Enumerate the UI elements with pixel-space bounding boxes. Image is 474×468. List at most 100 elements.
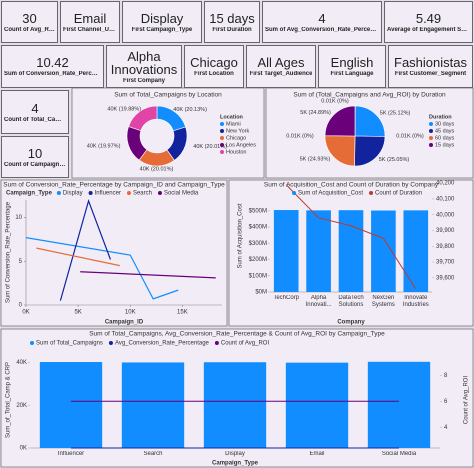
kpi-card: Fashionistas First Customer_Segment bbox=[388, 45, 473, 88]
kpi-label: First Language bbox=[330, 71, 374, 77]
legend-marker bbox=[220, 122, 224, 126]
legend-label: New York bbox=[226, 128, 249, 134]
kpi-label: First Customer_Segment bbox=[394, 71, 467, 77]
legend-marker bbox=[369, 191, 374, 195]
y-tick-label: 0K bbox=[20, 446, 27, 452]
legend-label: Influencer bbox=[95, 191, 121, 197]
data-label: 40K (19.97%) bbox=[87, 143, 121, 149]
x-tick-label: TechCorp bbox=[273, 295, 300, 301]
data-label: 40K (19.88%) bbox=[107, 107, 141, 113]
kpi-label: First Location bbox=[194, 71, 234, 77]
legend-marker bbox=[292, 191, 296, 195]
data-label: 5K (25.12%) bbox=[380, 110, 411, 116]
x-axis-label: Company bbox=[337, 320, 365, 326]
x-axis-label: Campaign_ID bbox=[105, 320, 144, 326]
bar bbox=[203, 362, 267, 448]
y2-tick-label: 4 bbox=[444, 425, 448, 431]
data-label: 5K (24.89%) bbox=[300, 110, 331, 116]
legend-label: 60 days bbox=[435, 135, 455, 141]
x-tick-label: Social Media bbox=[381, 451, 417, 457]
y2-tick-label: 40,100 bbox=[436, 197, 455, 203]
bar bbox=[39, 362, 103, 448]
kpi-card: 30 Count of Avg_ROI bbox=[1, 1, 58, 43]
kpi-label: First Target_Audience bbox=[249, 71, 313, 77]
legend-label: Count of Duration bbox=[375, 191, 422, 197]
x-tick-label: 0K bbox=[22, 310, 29, 316]
kpi-value: 15 days bbox=[209, 10, 255, 26]
y2-tick-label: 39,600 bbox=[436, 275, 455, 281]
data-label: 40K (20.01%) bbox=[193, 144, 227, 150]
x-tick-label: Email bbox=[309, 451, 325, 457]
kpi-label: First Duration bbox=[212, 26, 252, 33]
kpi-value: Alpha Innovations bbox=[110, 48, 178, 77]
bar bbox=[285, 362, 349, 448]
legend-label: Count of Avg_ROI bbox=[221, 341, 270, 347]
legend-marker bbox=[157, 191, 162, 195]
legend-label: Miami bbox=[226, 121, 241, 127]
legend-title: Location bbox=[220, 114, 244, 120]
x-tick-label: Innovate Industries bbox=[402, 295, 429, 308]
legend-title: Campaign_Type bbox=[6, 191, 53, 197]
kpi-card: 4 Sum of Avg_Conversion_Rate_Percentage bbox=[262, 1, 382, 43]
line-series bbox=[80, 271, 216, 279]
legend-marker bbox=[220, 129, 224, 133]
legend-label: Display bbox=[63, 191, 83, 197]
kpi-card: 10 Count of Campaign_ID bbox=[1, 136, 69, 178]
y-axis-label: Sum of Acquisition_Cost bbox=[238, 203, 244, 268]
legend-label: 15 days bbox=[435, 142, 455, 148]
x-axis-label: Campaign_Type bbox=[212, 461, 259, 467]
data-label: 0.01K (0%) bbox=[396, 133, 424, 139]
y-axis-label: Sum_of_Total_Camp & CRP bbox=[6, 362, 12, 438]
kpi-label: Sum of Conversion_Rate_Percentage bbox=[4, 71, 101, 77]
x-tick-label: Display bbox=[225, 451, 245, 457]
y2-tick-label: 39,700 bbox=[436, 260, 455, 266]
x-tick-label: Alpha Innovati... bbox=[305, 295, 332, 308]
legend-label: Sum of Total_Campaigns bbox=[36, 341, 103, 347]
legend-marker bbox=[214, 341, 219, 345]
y2-tick-label: 6 bbox=[444, 399, 448, 405]
legend-label: Chicago bbox=[226, 135, 246, 141]
legend-marker bbox=[30, 341, 34, 345]
kpi-value: 4 bbox=[318, 10, 326, 26]
kpi-card: 5.49 Average of Engagement Score bbox=[384, 1, 473, 43]
kpi-card: English First Language bbox=[318, 45, 386, 88]
kpi-value: Fashionistas bbox=[394, 55, 467, 70]
y-tick-label: 20K bbox=[16, 403, 27, 409]
bar bbox=[121, 362, 185, 448]
y2-tick-label: 8 bbox=[444, 373, 448, 379]
legend-label: Sum of Acquisition_Cost bbox=[298, 191, 363, 197]
kpi-value: 30 bbox=[22, 10, 37, 26]
data-label: 5K (24.93%) bbox=[300, 156, 331, 162]
kpi-card: Alpha Innovations First Company bbox=[106, 45, 182, 88]
data-label: 5K (25.05%) bbox=[379, 157, 410, 163]
line-series bbox=[36, 247, 120, 267]
y-tick-label: $500M bbox=[249, 208, 267, 214]
y-axis-label: Sum of Conversion_Rate_Percentage bbox=[6, 201, 12, 303]
y2-tick-label: 39,900 bbox=[436, 228, 455, 234]
legend-marker bbox=[108, 341, 113, 345]
kpi-label: First Campaign_Type bbox=[131, 26, 193, 33]
legend-label: 30 days bbox=[435, 121, 455, 127]
legend-marker bbox=[429, 136, 433, 140]
kpi-card: Display First Campaign_Type bbox=[122, 1, 202, 43]
legend-marker bbox=[220, 136, 224, 140]
bar bbox=[367, 361, 431, 448]
x-tick-label: NexGen Systems bbox=[371, 295, 395, 308]
legend-label: Social Media bbox=[164, 191, 199, 197]
legend-label: Houston bbox=[226, 149, 247, 155]
chart-title: Sum of Conversion_Rate_Percentage by Cam… bbox=[3, 182, 225, 189]
line-series bbox=[59, 198, 112, 301]
kpi-value: 5.49 bbox=[415, 10, 442, 26]
y-tick-label: $400M bbox=[249, 225, 267, 231]
legend-marker bbox=[88, 191, 93, 195]
y-tick-label: $300M bbox=[249, 241, 267, 247]
legend-marker bbox=[126, 191, 131, 195]
x-tick-label: Search bbox=[143, 451, 163, 457]
slice bbox=[324, 105, 356, 137]
y2-tick-label: 39,800 bbox=[436, 244, 455, 250]
line-series bbox=[25, 237, 179, 300]
data-label: 0.01K (0%) bbox=[321, 98, 349, 104]
legend-marker bbox=[56, 191, 61, 195]
